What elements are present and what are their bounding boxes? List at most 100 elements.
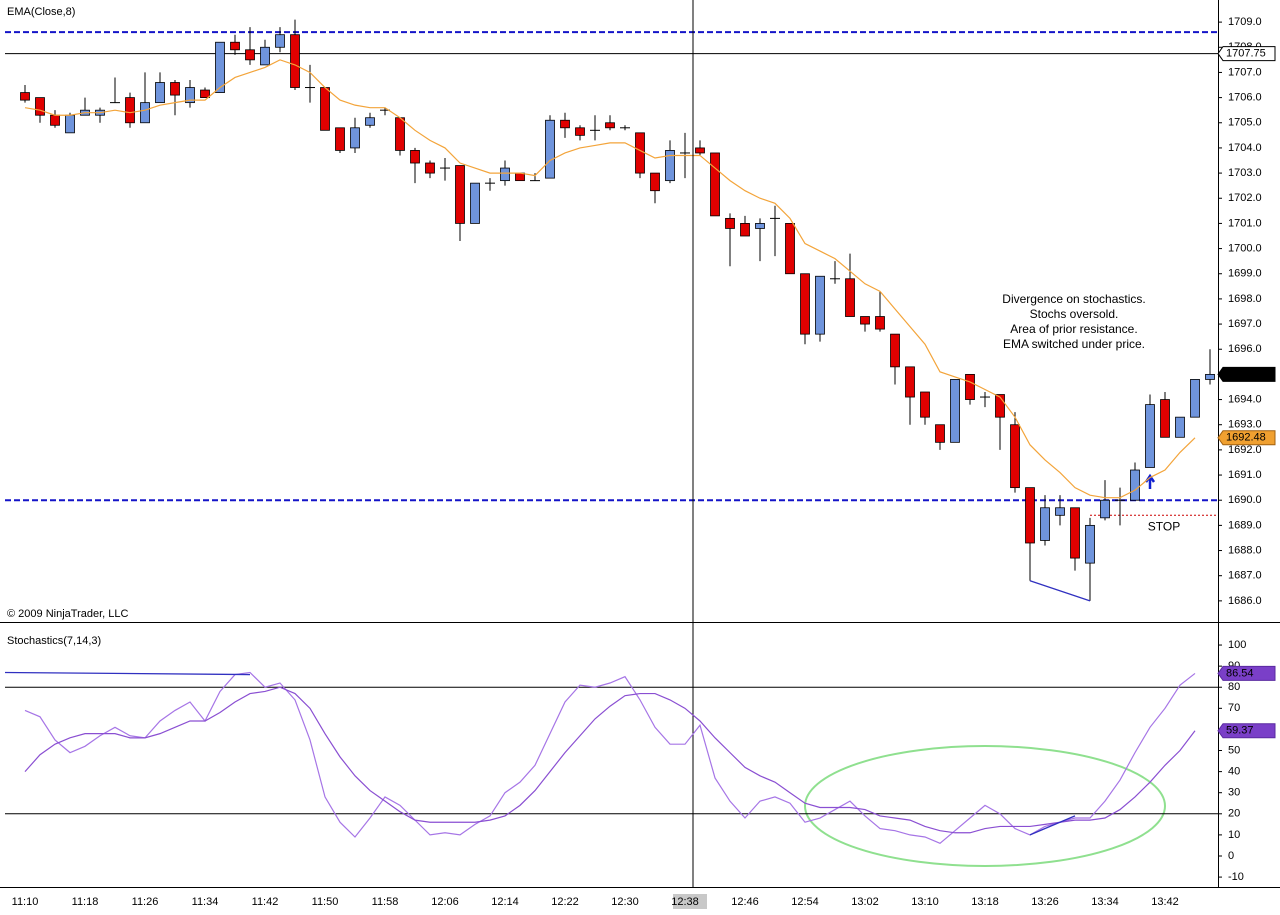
candle-body [350, 127, 360, 149]
y-tick-label: 1686.0 [1228, 595, 1262, 607]
candle-body [1070, 507, 1080, 559]
candle-body [230, 41, 240, 51]
x-tick-label: 13:02 [851, 896, 879, 908]
x-tick-label: 12:14 [491, 896, 519, 908]
y-tick-label: 30 [1228, 787, 1240, 799]
candle-body [800, 273, 810, 335]
y-tick-label: 1688.0 [1228, 544, 1262, 556]
y-tick-label: 1697.0 [1228, 318, 1262, 330]
candle-body [140, 102, 150, 124]
candle-body [950, 379, 960, 443]
stoch-value-label-box [1217, 665, 1276, 681]
candle-body [785, 223, 795, 275]
candle-body [155, 82, 165, 104]
candle-body [695, 147, 705, 154]
copyright: © 2009 NinjaTrader, LLC [7, 608, 128, 620]
y-tick-label: 0 [1228, 850, 1234, 862]
candle-body [35, 97, 45, 116]
candle-body [50, 114, 60, 126]
candle-body [1160, 399, 1170, 438]
panel-title: Stochastics(7,14,3) [7, 635, 101, 647]
candle-body [875, 316, 885, 330]
candle-body [665, 150, 675, 182]
candle-body [470, 182, 480, 224]
y-tick-label: 1702.0 [1228, 192, 1262, 204]
candle-body [920, 391, 930, 418]
candle-body [545, 119, 555, 179]
y-tick-label: 50 [1228, 744, 1240, 756]
stoch-value-label: 59.37 [1226, 725, 1254, 737]
y-tick-label: 80 [1228, 681, 1240, 693]
y-tick-label: 1689.0 [1228, 519, 1262, 531]
candle-body [740, 223, 750, 237]
candle-body [425, 162, 435, 174]
candle-body [215, 41, 225, 93]
candle-body [365, 117, 375, 126]
annotation: EMA switched under price. [1003, 337, 1145, 351]
ema-value-label-box [1217, 430, 1276, 446]
x-tick-label: 13:26 [1031, 896, 1059, 908]
candle-body [560, 119, 570, 129]
candle-body [845, 278, 855, 317]
candle-body [905, 366, 915, 398]
y-tick-label: 1692.0 [1228, 444, 1262, 456]
candle-body [1205, 373, 1215, 380]
y-tick-label: -10 [1228, 871, 1244, 883]
candle-body [1040, 507, 1050, 541]
x-tick-label: 12:22 [551, 896, 579, 908]
annotation: Divergence on stochastics. [1002, 292, 1145, 306]
y-tick-label: 10 [1228, 829, 1240, 841]
candle-body [1025, 487, 1035, 544]
candle-body [1100, 499, 1110, 519]
candle-body [320, 87, 330, 131]
candle-body [65, 114, 75, 134]
annotation: Stochs oversold. [1030, 307, 1119, 321]
y-tick-label: 1687.0 [1228, 570, 1262, 582]
y-tick-label: 1707.0 [1228, 66, 1262, 78]
y-tick-label: 1704.0 [1228, 142, 1262, 154]
candle-body [1085, 524, 1095, 564]
trend-line [4, 671, 251, 676]
y-tick-label: 1701.0 [1228, 217, 1262, 229]
candle-body [500, 167, 510, 182]
annotation: Area of prior resistance. [1010, 322, 1137, 336]
candle-body [965, 373, 975, 400]
x-tick-label: 12:30 [611, 896, 639, 908]
candle-body [275, 34, 285, 48]
crosshair-price-label: 1707.75 [1226, 47, 1266, 59]
y-tick-label: 1703.0 [1228, 167, 1262, 179]
stoch-value-label: 86.54 [1226, 667, 1254, 679]
candle-body [995, 394, 1005, 418]
y-tick-label: 1696.0 [1228, 343, 1262, 355]
x-tick-label: 13:18 [971, 896, 999, 908]
x-tick-label: 13:34 [1091, 896, 1119, 908]
candle-body [185, 87, 195, 104]
x-tick-label: 12:54 [791, 896, 819, 908]
candle-body [725, 217, 735, 229]
y-tick-label: 100 [1228, 639, 1246, 651]
candle-body [1010, 424, 1020, 489]
x-tick-label: 11:42 [252, 896, 279, 908]
candle-body [1055, 507, 1065, 516]
stoch-line [24, 686, 1196, 834]
candle-body [245, 49, 255, 61]
candle-body [1145, 404, 1155, 468]
x-tick-label: 12:06 [431, 896, 459, 908]
stoch-line [24, 671, 1196, 845]
ema-line [24, 59, 1196, 499]
trend-line [1029, 580, 1091, 602]
y-tick-label: 1694.0 [1228, 393, 1262, 405]
candle-body [710, 152, 720, 217]
last-price-label-box [1217, 366, 1276, 382]
x-tick-label: 12:38 [671, 896, 699, 908]
stoch-value-label-box [1217, 723, 1276, 739]
candle-body [575, 127, 585, 136]
y-tick-label: 1700.0 [1228, 242, 1262, 254]
last-price-label: 1695.00 [1226, 368, 1266, 380]
x-tick-label: 11:50 [312, 896, 339, 908]
candle-body [290, 34, 300, 88]
indicator-label: EMA(Close,8) [7, 6, 75, 18]
candle-body [260, 46, 270, 66]
y-tick-label: 1698.0 [1228, 293, 1262, 305]
